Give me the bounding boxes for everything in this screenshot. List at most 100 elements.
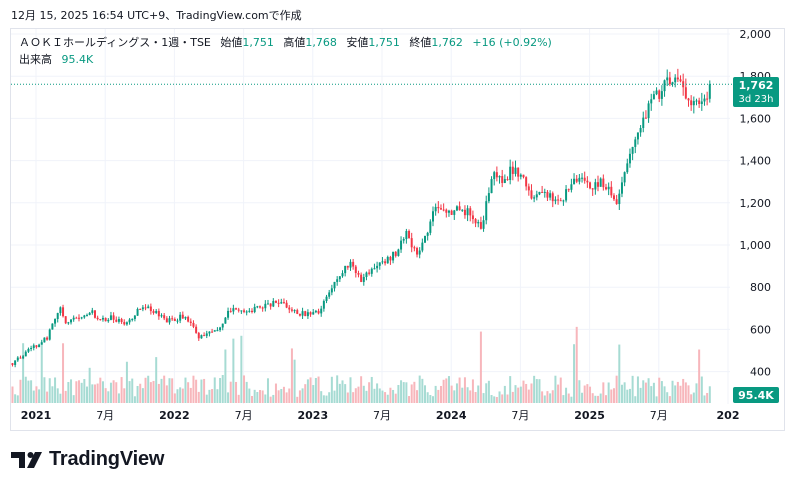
volume-bar	[708, 386, 711, 403]
candle-body	[195, 326, 198, 333]
candle-body	[431, 211, 434, 222]
volume-bar	[368, 382, 371, 403]
candle-body	[679, 79, 682, 82]
volume-bar	[171, 378, 174, 403]
candle-body	[30, 348, 33, 350]
volume-bar	[631, 375, 634, 403]
candle-body	[280, 302, 283, 304]
volume-bar	[594, 395, 597, 403]
candle-body	[269, 303, 272, 307]
volume-bar	[205, 394, 208, 403]
candle-body	[88, 312, 91, 315]
volume-bar	[99, 377, 102, 403]
candle-body	[192, 322, 195, 327]
candle-body	[525, 177, 528, 187]
volume-bar	[133, 396, 136, 403]
volume-bar	[354, 388, 357, 403]
candle-body	[205, 333, 208, 336]
volume-bar	[381, 390, 384, 403]
candle-body	[674, 77, 677, 83]
candle-body	[676, 77, 679, 80]
candle-body	[125, 322, 128, 325]
candle-body	[301, 311, 304, 316]
volume-bar	[189, 387, 192, 403]
candle-body	[416, 248, 419, 255]
candle-body	[85, 314, 88, 316]
volume-bar	[378, 388, 381, 403]
volume-bar	[312, 385, 315, 403]
volume-bar	[583, 385, 586, 403]
candle-body	[378, 262, 381, 266]
volume-bar	[410, 384, 413, 403]
volume-bar	[663, 386, 666, 403]
candlesticks[interactable]	[11, 68, 711, 368]
volume-bar	[700, 376, 703, 403]
volume-bar	[309, 377, 312, 403]
symbol-title: ＡＯＫＩホールディングス・1週・TSE	[19, 35, 211, 49]
volume-bar	[11, 386, 14, 403]
volume-bar	[418, 375, 421, 403]
volume-bar	[676, 381, 679, 403]
candle-body	[107, 319, 110, 322]
candle-body	[304, 311, 307, 317]
y-tick-label: 800	[750, 281, 771, 294]
candle-body	[277, 302, 280, 304]
candle-body	[104, 317, 107, 322]
volume-bar	[437, 389, 440, 403]
svg-text:出来高 95.4K: 出来高 95.4K	[19, 52, 94, 66]
volume-bar	[397, 385, 400, 403]
volume-bar	[445, 378, 448, 403]
volume-bar	[612, 388, 615, 403]
volume-bar	[485, 383, 488, 403]
volume-bar	[56, 388, 59, 403]
candle-body	[165, 318, 168, 323]
time-axis[interactable]: 2021 7月 2022 7月 2023 7月 2024 7月 2025 7月 202	[21, 409, 740, 422]
volume-bar	[163, 375, 166, 403]
candle-body	[527, 186, 530, 191]
candle-body	[628, 153, 631, 164]
volume-bar	[650, 386, 653, 403]
candle-body	[54, 318, 57, 324]
candle-body	[421, 242, 424, 251]
volume-bar	[589, 386, 592, 403]
volume-bar	[14, 394, 17, 403]
volume-bar	[123, 388, 126, 403]
volume-bar	[107, 391, 110, 403]
volume-bar	[471, 379, 474, 403]
tradingview-brand[interactable]: TradingView	[49, 448, 165, 470]
candle-body	[349, 261, 352, 268]
candle-body	[330, 288, 333, 293]
candle-body	[565, 189, 568, 201]
volume-bar	[112, 380, 115, 403]
candle-body	[487, 193, 490, 202]
volume-bar	[344, 384, 347, 403]
candle-body	[221, 323, 224, 328]
volume-bar	[682, 378, 685, 403]
candle-body	[546, 191, 549, 198]
candle-body	[163, 315, 166, 319]
candle-body	[224, 317, 227, 324]
volume-bar	[628, 388, 631, 403]
candle-body	[509, 166, 512, 180]
candle-body	[171, 318, 174, 320]
x-tick-label: 202	[717, 409, 740, 422]
volume-bar	[24, 376, 27, 403]
volume-bar	[349, 377, 352, 403]
candle-body	[384, 261, 387, 264]
volume-bar	[575, 326, 578, 403]
candle-body	[663, 80, 666, 92]
volume-bar	[695, 383, 698, 403]
tradingview-logo-icon[interactable]	[11, 449, 47, 471]
volume-bar	[290, 348, 293, 403]
volume-bar	[274, 383, 277, 403]
volume-bar	[293, 359, 296, 403]
volume-bar	[636, 376, 639, 403]
candle-body	[578, 177, 581, 182]
candle-body	[570, 184, 573, 190]
candle-body	[317, 310, 320, 314]
volume-bar	[48, 378, 51, 403]
volume-bar	[266, 378, 269, 403]
volume-bar	[187, 382, 190, 403]
